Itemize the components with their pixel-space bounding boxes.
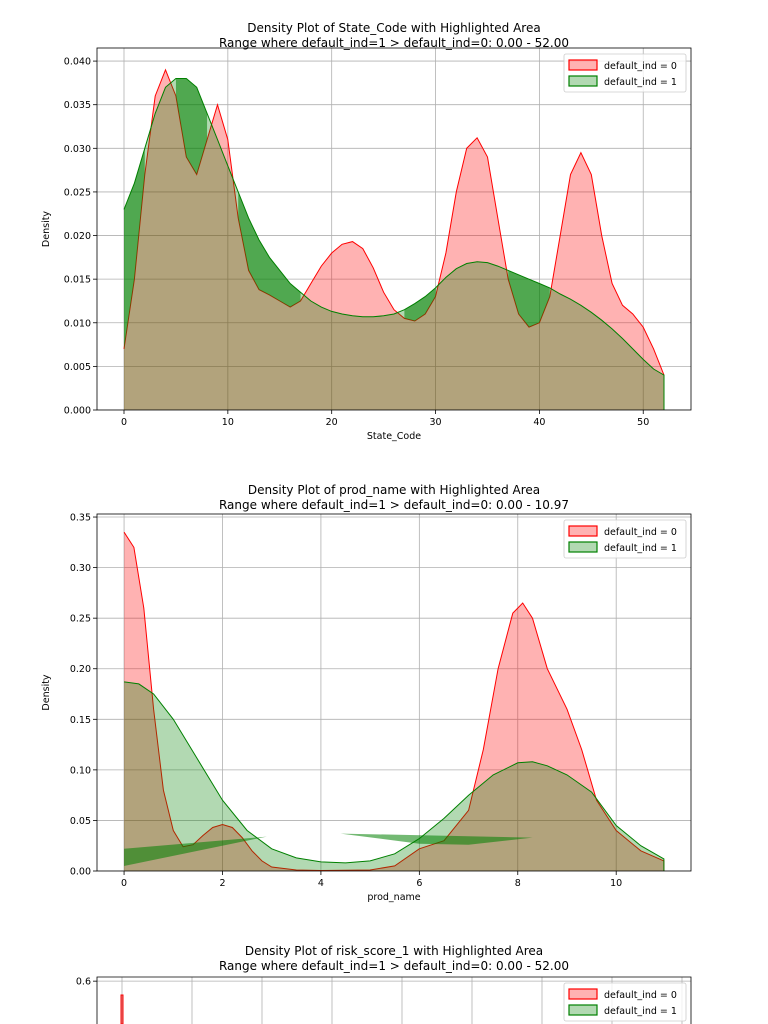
x-tick-label: 4	[318, 878, 324, 889]
y-tick-label: 0.035	[64, 100, 91, 111]
density-fill-red	[124, 532, 664, 871]
highlighted-area	[404, 287, 436, 322]
legend-swatch-green	[568, 541, 598, 553]
chart-subtitle: Range where default_ind=1 > default_ind=…	[219, 498, 569, 512]
highlighted-area	[340, 833, 533, 845]
y-tick-label: 0.030	[64, 144, 91, 155]
y-tick-label: 0.25	[70, 614, 91, 625]
legend: default_ind = 0 default_ind = 1	[563, 982, 687, 1022]
x-axis-label: prod_name	[367, 892, 420, 903]
chart-subtitle: Range where default_ind=1 > default_ind=…	[219, 36, 569, 50]
chart-title: Density Plot of risk_score_1 with Highli…	[245, 944, 543, 958]
legend-label: default_ind = 1	[604, 1006, 677, 1017]
legend: default_ind = 0 default_ind = 1	[563, 53, 687, 93]
legend: default_ind = 0 default_ind = 1	[563, 519, 687, 559]
y-tick-label: 0.20	[70, 664, 91, 675]
y-tick-label: 0.015	[64, 275, 91, 286]
y-axis-label: Density	[41, 674, 52, 710]
axes-frame	[96, 47, 692, 411]
chart-3: Density Plot of risk_score_1 with Highli…	[76, 944, 692, 1024]
y-tick-label: 0.040	[64, 57, 91, 68]
legend-label: default_ind = 0	[604, 527, 677, 538]
y-tick-label: 0.05	[70, 816, 91, 827]
x-tick-label: 10	[222, 417, 234, 428]
legend-swatch-red	[568, 59, 598, 71]
y-tick-label: 0.000	[64, 406, 91, 417]
y-tick-label: 0.020	[64, 231, 91, 242]
x-tick-label: 2	[219, 878, 225, 889]
chart-1: Density Plot of State_Code with Highligh…	[41, 21, 692, 442]
density-line-green	[123, 78, 665, 410]
y-tick-label: 0.6	[76, 977, 91, 988]
highlighted-area	[238, 191, 301, 308]
x-tick-label: 0	[121, 417, 127, 428]
chart-2: Density Plot of prod_name with Highlight…	[41, 483, 692, 903]
chart-title: Density Plot of prod_name with Highlight…	[248, 483, 540, 497]
density-line-green	[124, 681, 665, 871]
density-line-red	[123, 68, 665, 410]
axes-frame	[96, 976, 692, 1024]
axes-frame	[96, 513, 692, 872]
y-tick-label: 0.10	[70, 765, 91, 776]
density-fill-red	[124, 69, 664, 410]
chart-subtitle: Range where default_ind=1 > default_ind=…	[219, 959, 569, 973]
legend-box	[563, 53, 687, 93]
y-tick-label: 0.005	[64, 362, 91, 373]
plot-area	[97, 514, 691, 871]
highlighted-area	[175, 78, 208, 175]
legend-box	[563, 519, 687, 559]
y-tick-label: 0.025	[64, 187, 91, 198]
x-tick-label: 10	[610, 878, 622, 889]
legend-label: default_ind = 1	[604, 77, 677, 88]
legend-swatch-green	[568, 75, 598, 87]
y-axis-label: Density	[41, 211, 52, 247]
legend-box	[563, 982, 687, 1022]
density-spike-red	[120, 994, 124, 1024]
x-axis-label: State_Code	[367, 431, 421, 442]
density-fill-green	[124, 681, 664, 871]
highlighted-area	[508, 270, 550, 328]
y-tick-label: 0.010	[64, 318, 91, 329]
plot-area	[97, 48, 691, 410]
legend-swatch-red	[568, 525, 598, 537]
highlighted-area	[124, 836, 267, 866]
legend-label: default_ind = 0	[604, 61, 677, 72]
x-tick-label: 50	[637, 417, 649, 428]
legend-label: default_ind = 1	[604, 543, 677, 554]
y-tick-label: 0.30	[70, 563, 91, 574]
x-tick-label: 8	[515, 878, 521, 889]
x-tick-label: 0	[121, 878, 127, 889]
x-tick-label: 6	[416, 878, 422, 889]
y-tick-label: 0.00	[70, 867, 91, 878]
highlighted-area	[124, 148, 145, 349]
legend-label: default_ind = 0	[604, 990, 677, 1001]
x-tick-label: 20	[326, 417, 338, 428]
x-tick-label: 40	[533, 417, 545, 428]
legend-swatch-red	[568, 988, 598, 1000]
y-tick-label: 0.15	[70, 715, 91, 726]
x-tick-label: 30	[429, 417, 441, 428]
chart-title: Density Plot of State_Code with Highligh…	[247, 21, 540, 35]
y-tick-label: 0.35	[70, 513, 91, 524]
legend-swatch-green	[568, 1004, 598, 1016]
